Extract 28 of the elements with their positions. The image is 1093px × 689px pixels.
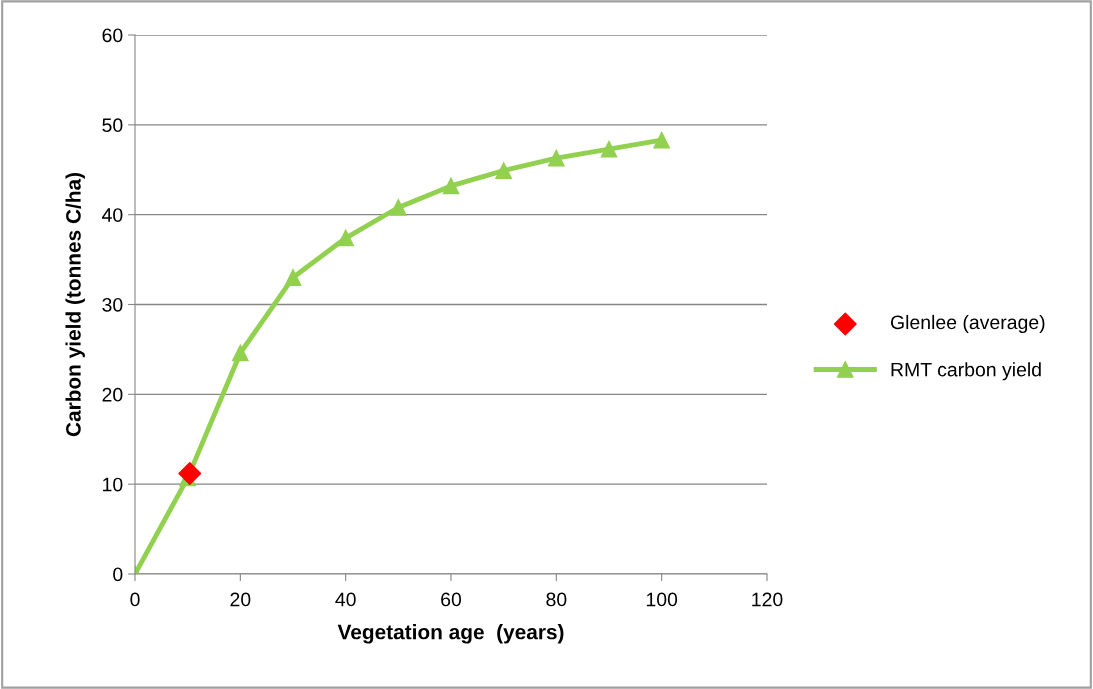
x-tick-label: 0 <box>130 592 140 607</box>
point <box>284 269 302 286</box>
y-axis-title: Carbon yield (tonnes C/ha) <box>65 172 85 437</box>
point <box>178 461 202 485</box>
point <box>547 149 565 167</box>
point <box>389 199 407 216</box>
x-tick-label: 60 <box>441 592 462 607</box>
y-tick-label: 10 <box>103 477 123 492</box>
x-tick-label: 20 <box>230 592 251 607</box>
point <box>653 131 671 149</box>
point <box>337 229 355 247</box>
x-tick-label: 120 <box>752 592 783 607</box>
x-tick-label: 80 <box>546 592 567 607</box>
point <box>600 140 618 158</box>
y-tick-label: 40 <box>102 208 123 222</box>
x-tick-label: 40 <box>335 592 356 607</box>
y-tick-label: 0 <box>113 567 123 582</box>
y-tick-label: 50 <box>102 118 123 133</box>
y-tick-label: 20 <box>102 387 123 402</box>
legend-label: RMT carbon yield <box>891 362 1041 381</box>
point <box>231 344 249 362</box>
legend-label: Glenlee (average) <box>890 314 1045 334</box>
y-tick-label: 30 <box>102 297 123 312</box>
point <box>442 177 460 195</box>
x-tick-label: 100 <box>646 592 678 607</box>
y-tick-label: 60 <box>102 28 123 43</box>
point <box>495 162 513 179</box>
x-axis-title: Vegetation age (years) <box>337 624 564 644</box>
